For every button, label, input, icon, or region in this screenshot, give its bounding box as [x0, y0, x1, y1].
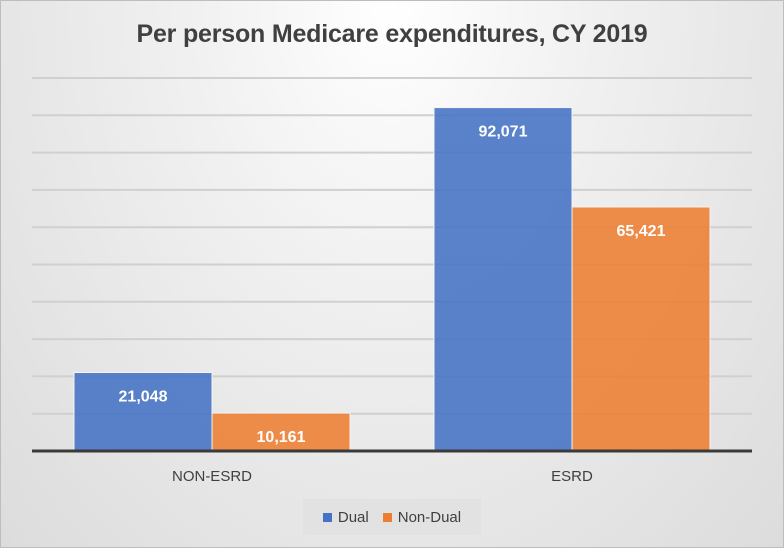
legend-item-non-dual: Non-Dual	[382, 508, 462, 526]
legend-swatch-dual	[322, 512, 332, 522]
legend: Dual Non-Dual	[303, 499, 481, 535]
x-tick-label: ESRD	[551, 468, 593, 485]
x-tick-label: NON-ESRD	[172, 468, 252, 485]
bar-non-dual-esrd	[571, 206, 711, 452]
data-label: 21,048	[119, 388, 168, 405]
legend-label-dual: Dual	[337, 508, 369, 526]
bar-dual-non-esrd	[73, 371, 213, 452]
data-label: 92,071	[479, 124, 528, 141]
bar-dual-esrd	[433, 107, 573, 452]
data-label: 10,161	[257, 429, 306, 446]
legend-swatch-non-dual	[382, 512, 392, 522]
chart-title: Per person Medicare expenditures, CY 201…	[136, 20, 648, 48]
legend-label-non-dual: Non-Dual	[397, 508, 462, 526]
legend-item-dual: Dual	[322, 508, 369, 526]
data-label: 65,421	[617, 223, 666, 240]
